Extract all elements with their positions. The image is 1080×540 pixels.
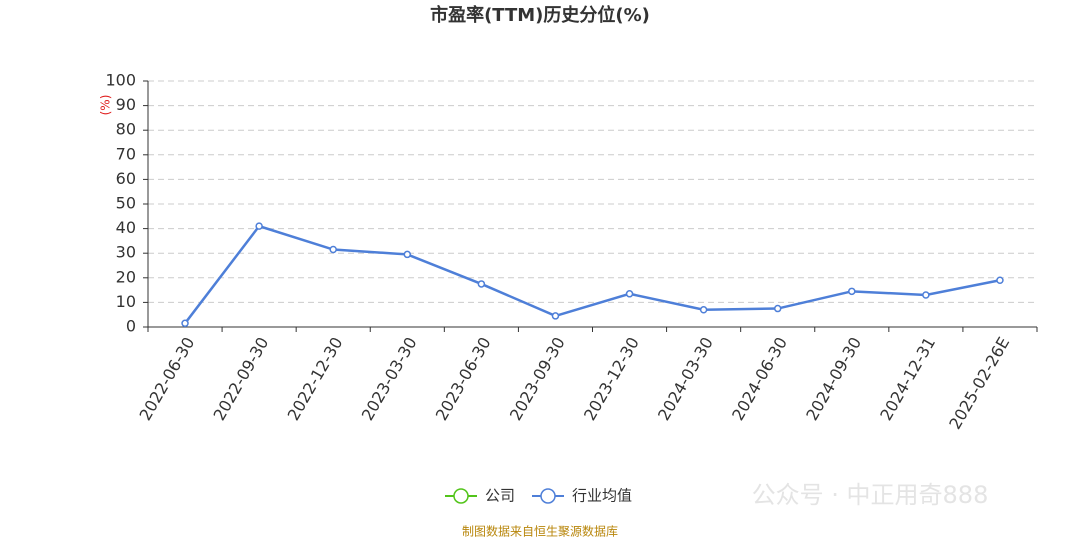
series-line bbox=[184, 224, 1001, 325]
x-tick-label: 2024-09-30 bbox=[802, 334, 865, 424]
point bbox=[329, 245, 337, 254]
point bbox=[255, 222, 263, 230]
point bbox=[848, 287, 856, 296]
x-tick-label: 2022-12-30 bbox=[284, 334, 347, 424]
y-tick-label: 10 bbox=[116, 292, 136, 311]
point bbox=[625, 290, 634, 298]
watermark: 公众号 · 中正用奇888 bbox=[752, 481, 989, 509]
point bbox=[922, 291, 930, 299]
y-tick-label: 50 bbox=[116, 194, 136, 213]
x-tick-label: 2023-09-30 bbox=[506, 334, 569, 424]
x-tick-label: 2022-09-30 bbox=[210, 334, 273, 424]
y-axis-label: (%) bbox=[99, 95, 113, 116]
legend-marker bbox=[453, 488, 469, 504]
y-tick-label: 100 bbox=[105, 71, 136, 90]
point bbox=[551, 312, 560, 320]
x-tick-label: 2025-02-26E bbox=[945, 334, 1013, 433]
x-tick-label: 2023-12-30 bbox=[580, 334, 643, 424]
y-tick-label: 70 bbox=[116, 144, 136, 163]
point bbox=[403, 250, 412, 259]
x-tick-label: 2023-06-30 bbox=[432, 334, 495, 424]
legend-label: 公司 bbox=[485, 487, 515, 505]
y-tick-label: 0 bbox=[126, 317, 136, 336]
x-tick-label: 2024-12-31 bbox=[876, 334, 939, 424]
x-tick-label: 2024-06-30 bbox=[728, 334, 791, 424]
y-tick-label: 40 bbox=[116, 218, 136, 237]
point bbox=[181, 319, 189, 328]
point bbox=[477, 280, 486, 288]
legend-label: 行业均值 bbox=[572, 487, 632, 505]
x-tick-label: 2024-03-30 bbox=[654, 334, 717, 424]
y-tick-label: 90 bbox=[116, 95, 136, 114]
point bbox=[996, 276, 1004, 285]
x-tick-label: 2023-03-30 bbox=[358, 334, 421, 424]
y-tick-label: 60 bbox=[116, 169, 136, 188]
point bbox=[699, 306, 708, 314]
y-tick-label: 20 bbox=[116, 267, 136, 286]
y-tick-label: 80 bbox=[116, 120, 136, 139]
source-note: 制图数据来自恒生聚源数据库 bbox=[462, 524, 618, 539]
y-tick-label: 30 bbox=[116, 243, 136, 262]
chart-title: 市盈率(TTM)历史分位(%) bbox=[430, 4, 650, 26]
x-tick-label: 2022-06-30 bbox=[135, 334, 198, 424]
legend-marker bbox=[540, 488, 556, 504]
point bbox=[773, 304, 782, 313]
